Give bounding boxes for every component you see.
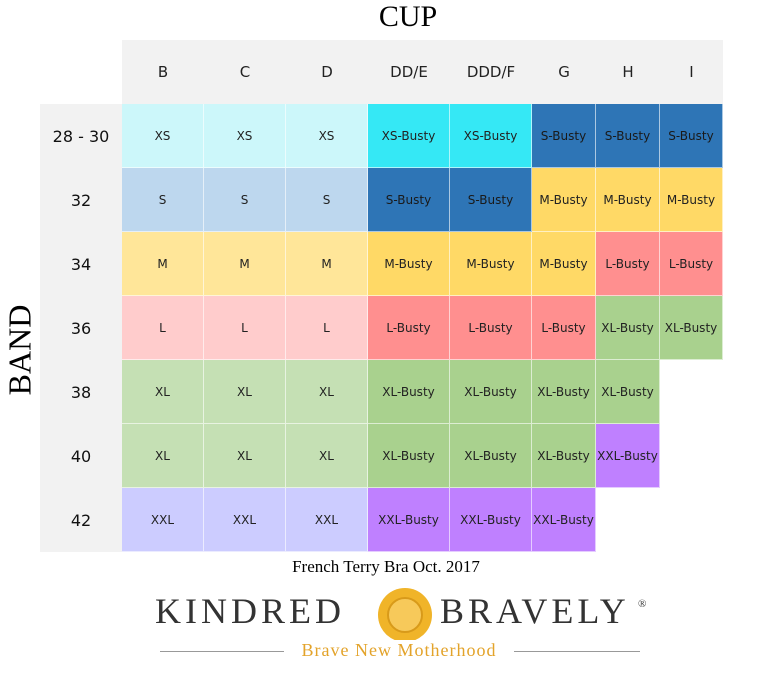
size-cell: S-Busty	[532, 104, 596, 168]
registered: ®	[638, 598, 647, 610]
size-cell: XXL-Busty	[596, 424, 660, 488]
column-header: D	[321, 63, 333, 81]
caption: French Terry Bra Oct. 2017	[292, 557, 480, 576]
size-cell: XL	[122, 360, 204, 424]
column-header: B	[157, 63, 169, 81]
band-label: 42	[70, 510, 92, 530]
column-header: G	[558, 63, 570, 81]
size-cell: XS	[204, 104, 286, 168]
tagline: Brave New Motherhood	[284, 640, 514, 661]
size-cell: M-Busty	[596, 168, 660, 232]
header-bg	[122, 40, 723, 104]
size-cell: XL	[286, 424, 368, 488]
size-cell: L-Busty	[596, 232, 660, 296]
size-cell: XXL-Busty	[532, 488, 596, 552]
size-cell: S	[204, 168, 286, 232]
size-cell: S-Busty	[450, 168, 532, 232]
size-cell: M-Busty	[368, 232, 450, 296]
size-cell: XL-Busty	[532, 360, 596, 424]
size-cell: XL-Busty	[596, 296, 660, 360]
size-cell: L	[122, 296, 204, 360]
size-cell: XS-Busty	[368, 104, 450, 168]
size-cell: L-Busty	[660, 232, 723, 296]
size-cell: XL-Busty	[660, 296, 723, 360]
size-cell: M-Busty	[532, 232, 596, 296]
size-cell: M-Busty	[450, 232, 532, 296]
size-cell: XL-Busty	[596, 360, 660, 424]
size-cell: M-Busty	[532, 168, 596, 232]
size-cell: XS-Busty	[450, 104, 532, 168]
emblem-inner	[387, 597, 423, 633]
size-cell: M	[204, 232, 286, 296]
column-header: C	[239, 63, 251, 81]
band-label: 32	[70, 190, 92, 210]
size-cell: L	[204, 296, 286, 360]
size-cell: L-Busty	[532, 296, 596, 360]
size-cell: XL-Busty	[368, 424, 450, 488]
size-cell: XL-Busty	[368, 360, 450, 424]
size-cell: XXL	[122, 488, 204, 552]
size-cell: S	[286, 168, 368, 232]
size-cell: M	[122, 232, 204, 296]
size-cell: XL-Busty	[450, 360, 532, 424]
size-cell: M	[286, 232, 368, 296]
band-title: BAND	[1, 304, 38, 396]
size-cell: S-Busty	[596, 104, 660, 168]
size-cell: XXL	[204, 488, 286, 552]
size-cell: XS	[122, 104, 204, 168]
size-cell: S-Busty	[368, 168, 450, 232]
band-label: 38	[70, 382, 92, 402]
size-cell: L-Busty	[368, 296, 450, 360]
size-cell: XS	[286, 104, 368, 168]
size-cell: XL	[204, 424, 286, 488]
column-header: H	[622, 63, 634, 81]
brand-left: KINDRED	[155, 591, 345, 631]
size-cell: XXL	[286, 488, 368, 552]
size-cell: S	[122, 168, 204, 232]
size-cell: XL	[122, 424, 204, 488]
band-label: 36	[70, 318, 92, 338]
size-cell: XXL-Busty	[450, 488, 532, 552]
cup-title: CUP	[378, 0, 438, 33]
brand-right: BRAVELY	[440, 591, 630, 631]
size-cell: S-Busty	[660, 104, 723, 168]
band-label: 40	[70, 446, 92, 466]
column-header: DDD/F	[466, 63, 516, 81]
size-cell: XL	[204, 360, 286, 424]
size-cell: L	[286, 296, 368, 360]
size-cell: XL	[286, 360, 368, 424]
brand-emblem	[378, 588, 432, 642]
band-bg	[40, 104, 122, 552]
size-cell: XL-Busty	[450, 424, 532, 488]
column-header: DD/E	[390, 63, 428, 81]
column-header: I	[689, 63, 694, 81]
size-cell: M-Busty	[660, 168, 723, 232]
size-cell: XL-Busty	[532, 424, 596, 488]
band-label: 28 - 30	[52, 126, 110, 146]
band-label: 34	[70, 254, 92, 274]
size-cell: L-Busty	[450, 296, 532, 360]
size-cell: XXL-Busty	[368, 488, 450, 552]
